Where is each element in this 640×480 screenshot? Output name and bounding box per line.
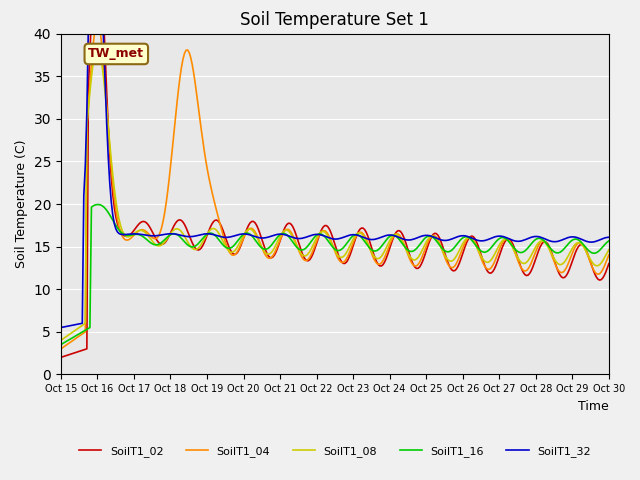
SoilT1_16 [93, 202, 101, 207]
Title: Soil Temperature Set 1: Soil Temperature Set 1 [241, 11, 429, 29]
SoilT1_32 [57, 324, 65, 330]
SoilT1_04 [222, 241, 230, 247]
Line: SoilT1_08: SoilT1_08 [61, 48, 609, 340]
SoilT1_16 [605, 238, 612, 244]
SoilT1_02 [125, 232, 133, 238]
SoilT1_32 [125, 231, 133, 237]
SoilT1_08 [576, 240, 584, 246]
SoilT1_16 [250, 235, 257, 240]
SoilT1_04 [240, 234, 248, 240]
SoilT1_02 [605, 261, 612, 266]
SoilT1_04 [125, 236, 133, 242]
X-axis label: Time: Time [578, 400, 609, 413]
SoilT1_16 [576, 238, 584, 244]
SoilT1_04 [250, 227, 257, 232]
SoilT1_08 [240, 231, 248, 237]
SoilT1_02 [222, 235, 230, 241]
SoilT1_16 [298, 247, 306, 253]
SoilT1_16 [125, 232, 133, 238]
SoilT1_08 [57, 337, 65, 343]
SoilT1_32 [576, 236, 584, 241]
SoilT1_04 [57, 346, 65, 352]
SoilT1_08 [298, 252, 306, 258]
SoilT1_32 [222, 235, 230, 240]
SoilT1_04 [576, 240, 584, 245]
SoilT1_02 [298, 250, 306, 256]
Line: SoilT1_32: SoilT1_32 [61, 0, 609, 327]
SoilT1_02 [576, 242, 584, 248]
Text: TW_met: TW_met [88, 48, 144, 60]
SoilT1_32 [250, 233, 257, 239]
Line: SoilT1_16: SoilT1_16 [61, 204, 609, 345]
SoilT1_16 [240, 231, 248, 237]
SoilT1_32 [605, 234, 612, 240]
Y-axis label: Soil Temperature (C): Soil Temperature (C) [15, 140, 28, 268]
Line: SoilT1_04: SoilT1_04 [61, 23, 609, 349]
SoilT1_16 [57, 342, 65, 348]
SoilT1_04 [93, 20, 101, 25]
SoilT1_08 [93, 45, 101, 51]
SoilT1_08 [222, 244, 230, 250]
SoilT1_02 [57, 354, 65, 360]
SoilT1_16 [222, 244, 230, 250]
SoilT1_08 [250, 228, 257, 234]
Line: SoilT1_02: SoilT1_02 [61, 0, 609, 357]
SoilT1_32 [240, 231, 248, 237]
SoilT1_04 [605, 252, 612, 258]
SoilT1_32 [298, 235, 306, 241]
SoilT1_08 [605, 247, 612, 252]
SoilT1_04 [298, 254, 306, 260]
Legend: SoilT1_02, SoilT1_04, SoilT1_08, SoilT1_16, SoilT1_32: SoilT1_02, SoilT1_04, SoilT1_08, SoilT1_… [74, 441, 596, 461]
SoilT1_08 [125, 234, 133, 240]
SoilT1_02 [240, 234, 248, 240]
SoilT1_02 [250, 218, 257, 224]
